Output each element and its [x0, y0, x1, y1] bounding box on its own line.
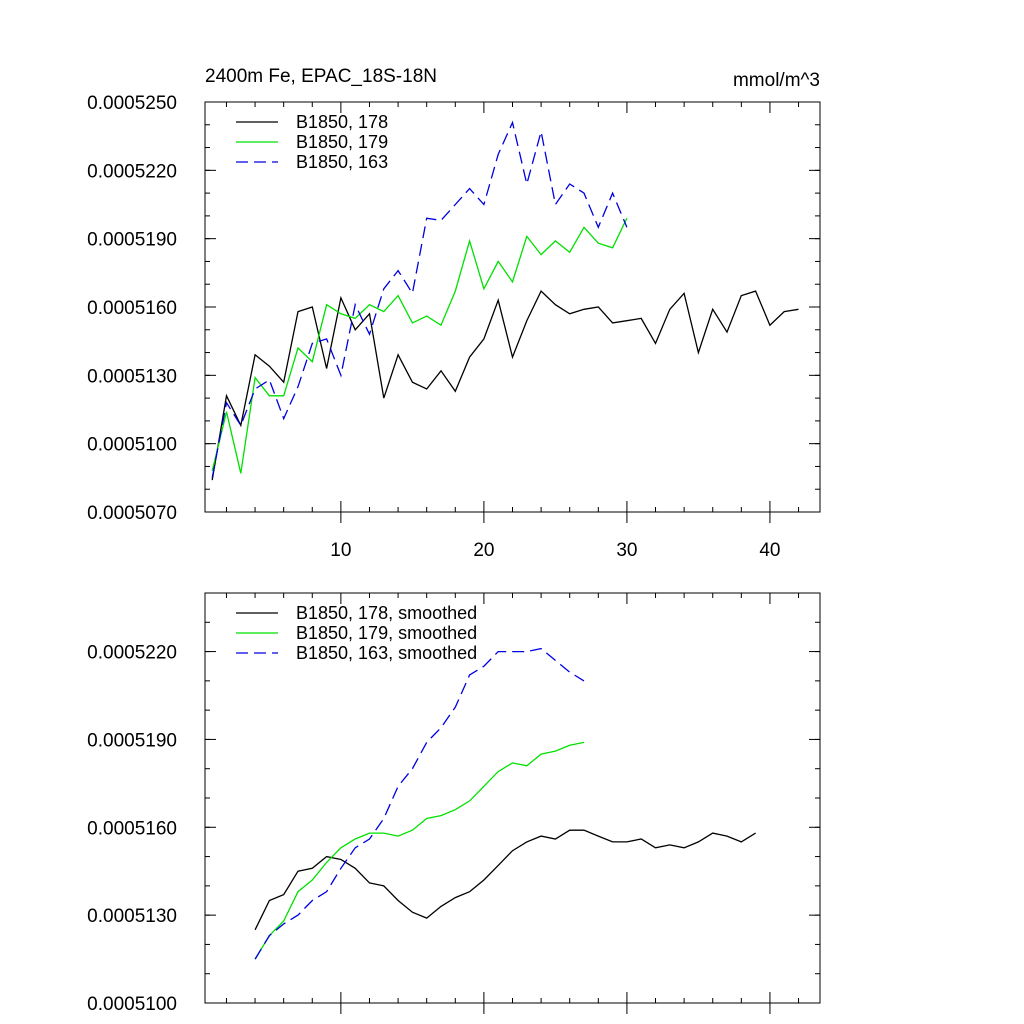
y-tick-label: 0.0005130: [87, 906, 177, 927]
y-tick-label: 0.0005160: [87, 298, 177, 319]
series-line-2: [211, 217, 628, 474]
y-tick-label: 0.0005160: [87, 818, 177, 839]
top-panel-units: mmol/m^3: [733, 70, 820, 91]
x-tick-label: 10: [330, 540, 351, 561]
series-line-3: [254, 647, 585, 960]
x-tick-label: 20: [473, 540, 494, 561]
y-tick-label: 0.0005100: [87, 994, 177, 1015]
top-x-axis: 10 20 30 40: [225, 102, 800, 561]
series-line-3: [211, 120, 628, 478]
bottom-x-axis: [225, 593, 800, 1014]
bottom-series-group: [254, 647, 756, 960]
top-series-group: [211, 120, 799, 481]
legend-label-2: B1850, 179, smoothed: [296, 623, 477, 643]
legend-label-1: B1850, 178: [296, 112, 388, 132]
x-tick-label: 40: [759, 540, 780, 561]
top-panel-title: 2400m Fe, EPAC_18S-18N: [205, 66, 437, 87]
top-y-axis: 0.0005070 0.0005100 0.0005130 0.0005160 0.00…: [87, 93, 820, 524]
legend-label-1: B1850, 178, smoothed: [296, 603, 477, 623]
y-tick-label: 0.0005100: [87, 435, 177, 456]
legend-label-3: B1850, 163: [296, 152, 388, 172]
x-tick-label: 30: [616, 540, 637, 561]
y-tick-label: 0.0005250: [87, 93, 177, 114]
y-tick-label: 0.0005190: [87, 230, 177, 251]
series-line-1: [254, 829, 756, 931]
y-tick-label: 0.0005130: [87, 366, 177, 387]
legend-label-3: B1850, 163, smoothed: [296, 643, 477, 663]
y-tick-label: 0.0005220: [87, 161, 177, 182]
top-panel: 2400m Fe, EPAC_18S-18N mmol/m^3 10 20 30 40…: [87, 66, 821, 561]
series-line-1: [211, 290, 799, 481]
y-tick-label: 0.0005220: [87, 643, 177, 664]
bottom-panel: 0.0005100 0.0005130 0.0005160 0.0005190 0.00…: [87, 592, 821, 1015]
legend-label-2: B1850, 179: [296, 132, 388, 152]
series-line-2: [254, 741, 585, 960]
y-tick-label: 0.0005070: [87, 503, 177, 524]
y-tick-label: 0.0005190: [87, 730, 177, 751]
bottom-y-axis: 0.0005100 0.0005130 0.0005160 0.0005190 0.00…: [87, 592, 820, 1015]
